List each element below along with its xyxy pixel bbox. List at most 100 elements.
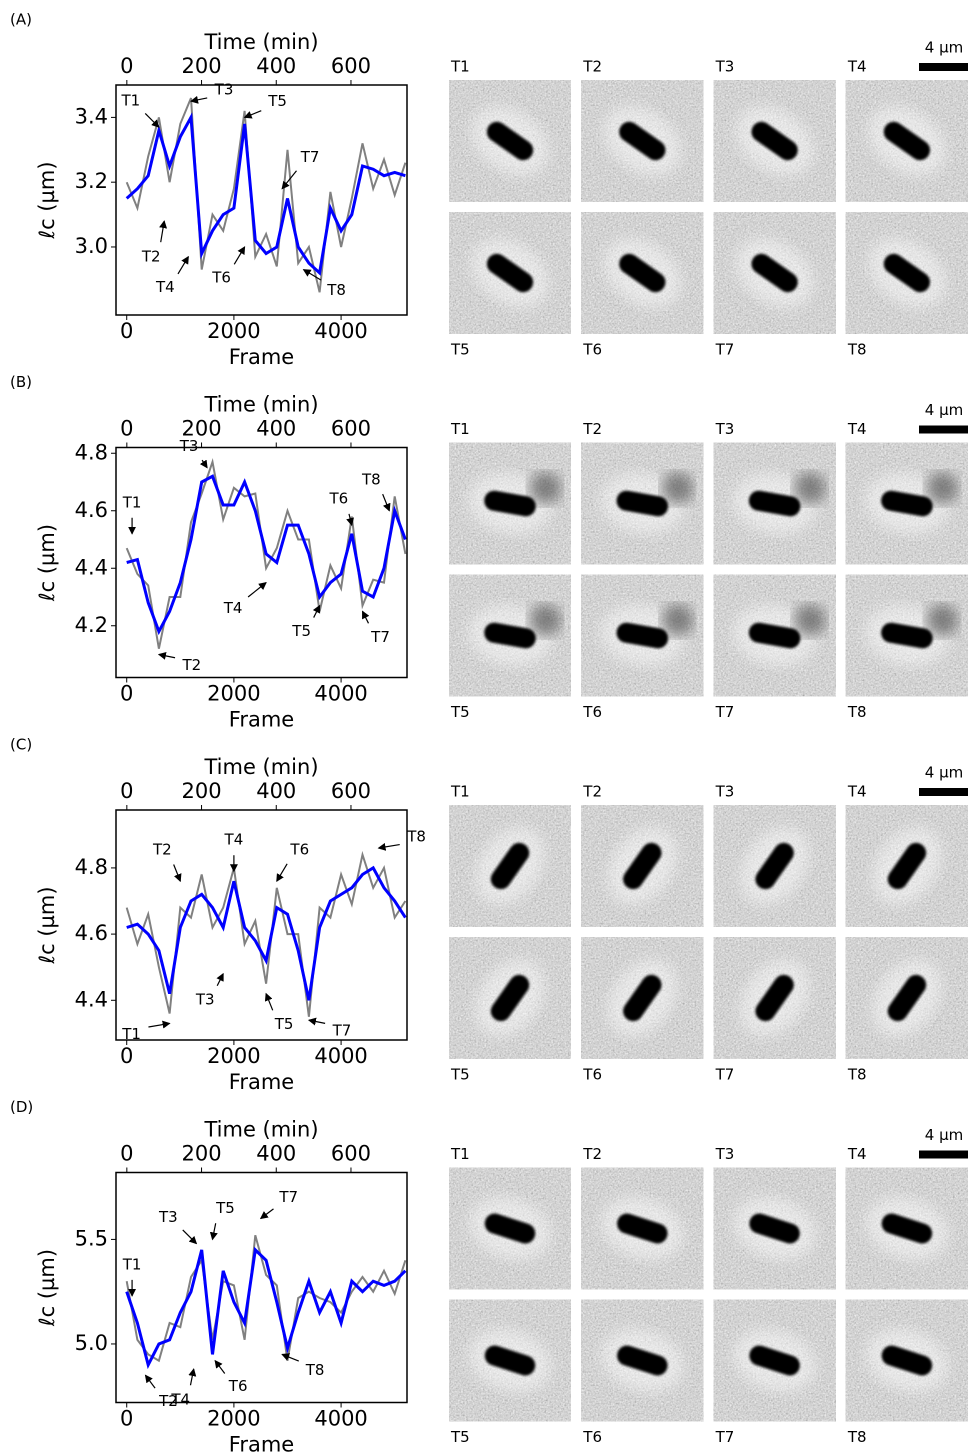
cell-body xyxy=(623,974,662,1022)
x2-tick-label: 600 xyxy=(331,54,371,78)
cell-body xyxy=(619,253,666,293)
x2-tick-label: 600 xyxy=(331,1142,371,1166)
annotation-arrow xyxy=(157,651,176,660)
cell-body xyxy=(887,842,927,890)
annotation-label: T2 xyxy=(152,841,172,859)
x2-axis-title: Time (min) xyxy=(203,755,318,779)
scale-bar-label: 4 µm xyxy=(925,1126,963,1144)
cell-body xyxy=(484,490,536,517)
panel-label: (C) xyxy=(10,736,32,754)
annotation-label: T6 xyxy=(289,841,309,859)
cell-body xyxy=(749,1213,800,1244)
annotation-arrow xyxy=(264,992,274,1011)
annotation-label: T2 xyxy=(141,248,161,266)
cell-body xyxy=(748,490,801,517)
annotation-label: T1 xyxy=(122,493,142,511)
cell-body xyxy=(617,1213,668,1244)
axes-frame xyxy=(115,446,408,679)
scale-bar xyxy=(919,1150,968,1159)
cell-body xyxy=(881,490,933,517)
cell-body xyxy=(881,1345,933,1376)
dark-blob xyxy=(529,472,561,505)
annotation-label: T6 xyxy=(328,490,348,508)
image-label: T6 xyxy=(582,1066,602,1084)
data-line xyxy=(125,112,406,276)
x-tick-label: 2000 xyxy=(207,1044,260,1068)
image-label: T7 xyxy=(715,341,735,359)
x-tick-label: 2000 xyxy=(207,319,260,343)
cell-body xyxy=(484,622,536,649)
cell-body xyxy=(881,1213,933,1244)
image-label: T3 xyxy=(715,783,735,801)
image-label: T8 xyxy=(847,703,867,721)
x2-tick-label: 0 xyxy=(120,417,133,441)
image-label: T2 xyxy=(582,1145,602,1163)
annotation-arrow xyxy=(382,493,391,512)
annotation-arrow xyxy=(144,113,160,128)
annotation-label: T1 xyxy=(121,92,141,110)
cell-body xyxy=(748,622,801,649)
data-line xyxy=(125,1246,407,1370)
annotation-arrow xyxy=(346,513,354,527)
y-tick-label: 4.6 xyxy=(75,921,108,945)
axes-frame xyxy=(115,1171,408,1404)
x-tick-label: 0 xyxy=(120,1407,133,1431)
annotation-arrow xyxy=(247,582,267,598)
y-axis-title: ℓc (µm) xyxy=(35,161,59,239)
annotation-arrow xyxy=(312,604,321,618)
dark-blob xyxy=(529,604,561,637)
data-line xyxy=(126,474,407,636)
y-tick-label: 3.2 xyxy=(75,169,108,193)
annotation-label: T7 xyxy=(300,148,320,166)
image-label: T5 xyxy=(450,1066,470,1084)
image-label: T1 xyxy=(450,420,470,438)
dark-blob xyxy=(925,472,958,505)
cell-body xyxy=(623,842,662,890)
image-label: T3 xyxy=(715,420,735,438)
x2-axis-title: Time (min) xyxy=(203,30,318,54)
image-label: T2 xyxy=(582,420,602,438)
scale-bar-label: 4 µm xyxy=(925,39,963,57)
image-label: T6 xyxy=(582,1428,602,1446)
x2-axis-title: Time (min) xyxy=(203,1118,318,1142)
scale-bar-label: 4 µm xyxy=(925,764,963,782)
annotation-label: T1 xyxy=(122,1255,142,1273)
annotation-label: T3 xyxy=(158,1208,178,1226)
scale-bar xyxy=(919,788,968,796)
annotation-arrow xyxy=(243,110,262,119)
image-label: T5 xyxy=(450,703,470,721)
annotation-arrow xyxy=(302,269,322,281)
annotation-arrow xyxy=(377,842,400,851)
annotation-label: T4 xyxy=(155,278,175,296)
y-tick-label: 4.4 xyxy=(75,987,108,1011)
annotation-label: T1 xyxy=(121,1025,141,1043)
x-tick-label: 4000 xyxy=(314,682,367,706)
cell-body xyxy=(755,842,794,890)
scale-bar xyxy=(919,63,968,71)
annotation-arrow xyxy=(281,1353,299,1362)
cell-body xyxy=(617,1345,668,1376)
cell-body xyxy=(490,842,530,890)
image-label: T8 xyxy=(847,1428,867,1446)
annotation-arrow xyxy=(177,255,189,275)
y-tick-label: 5.0 xyxy=(75,1331,108,1355)
x-tick-label: 0 xyxy=(120,319,133,343)
dark-blob xyxy=(793,472,826,505)
annotation-label: T2 xyxy=(158,1392,178,1410)
image-label: T8 xyxy=(847,1066,867,1084)
image-label: T3 xyxy=(715,1145,735,1163)
annotation-label: T3 xyxy=(195,990,215,1008)
x-axis-title: Frame xyxy=(229,345,294,369)
annotation-label: T7 xyxy=(332,1022,352,1040)
panel-label: (B) xyxy=(10,373,32,391)
annotation-arrow xyxy=(148,1020,171,1029)
annotation-arrow xyxy=(190,95,208,104)
annotation-label: T5 xyxy=(274,1015,294,1033)
y-tick-label: 3.0 xyxy=(75,234,108,258)
x2-tick-label: 400 xyxy=(256,417,296,441)
cell-body xyxy=(751,121,798,161)
x2-tick-label: 200 xyxy=(181,54,221,78)
annotation-label: T7 xyxy=(278,1188,298,1206)
axes-frame xyxy=(115,809,408,1041)
